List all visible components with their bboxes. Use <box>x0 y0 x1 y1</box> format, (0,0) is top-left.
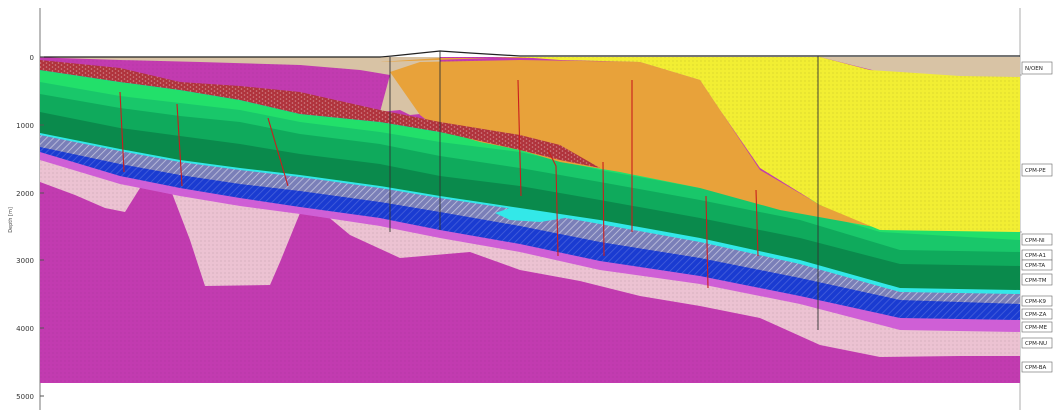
formation-label-g4: CPM-TM <box>1021 273 1053 286</box>
formation-label-cy: CPM-K9 <box>1021 295 1053 307</box>
svg-text:CPM-TM: CPM-TM <box>1025 278 1047 284</box>
formation-label-bl: CPM-ME <box>1021 321 1053 333</box>
formation-label-nieuw: N/OEN <box>1021 61 1053 75</box>
formation-label-mg: CPM-BA <box>1021 361 1053 373</box>
layer-g4 <box>40 110 1020 290</box>
svg-text:CPM-A1: CPM-A1 <box>1025 253 1046 259</box>
layer-cy-lens <box>495 206 565 222</box>
layer-nieuw <box>40 57 1020 77</box>
formation-label-hat: CPM-ZA <box>1021 308 1053 320</box>
depth-axis-label: Depth [m] <box>8 207 14 233</box>
depth-tick-2000: 2000 <box>16 190 34 198</box>
depth-tick-0: 0 <box>30 54 34 62</box>
layer-g3 <box>40 92 1020 266</box>
depth-tick-3000: 3000 <box>16 257 34 265</box>
svg-text:CPM-ZA: CPM-ZA <box>1025 312 1047 318</box>
svg-text:CPM-ME: CPM-ME <box>1025 325 1048 331</box>
depth-tick-4000: 4000 <box>16 325 34 333</box>
svg-text:CPM-NI: CPM-NI <box>1025 238 1045 244</box>
faults <box>119 79 759 289</box>
svg-text:CPM-NU: CPM-NU <box>1025 341 1047 347</box>
layer-g2 <box>40 80 1020 252</box>
svg-text:CPM-TA: CPM-TA <box>1025 263 1045 269</box>
formation-label-vi: CPM-NU <box>1021 337 1053 349</box>
depth-axis: 0 1000 2000 3000 4000 5000 Depth [m] <box>8 54 44 401</box>
svg-text:N/OEN: N/OEN <box>1025 66 1043 72</box>
formation-label-g2: CPM-A1 <box>1021 249 1053 261</box>
topography-line <box>40 50 1020 58</box>
depth-tick-1000: 1000 <box>16 122 34 130</box>
formation-labels: N/OEN CPM-PE CPM-NI CPM-A1 CPM-TA CPM-TM… <box>1020 61 1053 373</box>
formation-label-ck: CPM-PE <box>1021 163 1053 177</box>
wells <box>389 51 819 330</box>
layer-ckb <box>380 57 880 228</box>
depth-tick-5000: 5000 <box>16 393 34 401</box>
svg-text:CPM-K9: CPM-K9 <box>1025 299 1046 305</box>
formation-label-g3: CPM-TA <box>1021 259 1053 271</box>
formation-label-g1: CPM-NI <box>1021 233 1053 246</box>
svg-text:CPM-BA: CPM-BA <box>1025 365 1046 371</box>
svg-text:CPM-PE: CPM-PE <box>1025 168 1046 174</box>
